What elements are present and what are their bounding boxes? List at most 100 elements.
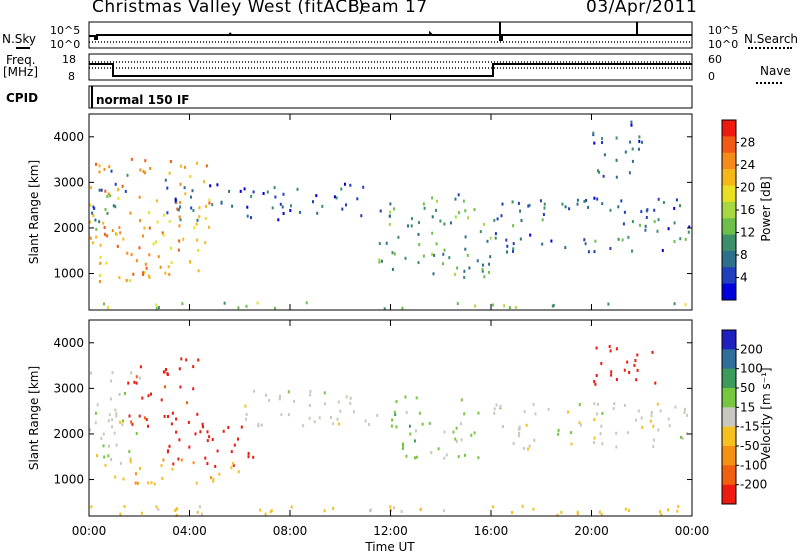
power-ytick-label: 2000 [53,221,84,235]
power-cell [640,210,643,214]
power-cell [256,301,259,305]
velocity-cell [89,428,92,432]
power-cell [528,203,531,207]
velocity-cell [612,407,615,411]
velocity-cell [179,385,182,389]
velocity-cell [214,464,217,468]
velocity-cell [609,349,612,353]
velocity-cell [578,421,581,425]
power-cell [529,233,532,237]
power-cell [148,211,151,215]
velocity-cell [168,444,171,448]
power-cell [166,211,169,215]
velocity-cell [477,456,480,460]
power-cell [542,213,545,216]
velocity-cell [408,424,411,428]
velocity-cell [501,425,504,428]
velocity-cell [527,447,529,451]
velocity-cell [130,420,133,424]
velocity-cell [164,385,166,389]
velocity-cell [600,513,603,516]
power-cell [117,188,120,192]
velocity-cell [111,418,114,422]
velocity-cell [145,418,148,422]
power-cell [99,255,102,259]
power-cell [243,187,246,191]
velocity-cell [94,421,97,425]
power-cell [609,208,612,212]
power-cell [289,209,292,212]
power-cell [98,220,101,224]
power-cell [228,189,231,193]
power-cell [279,202,282,206]
power-cell [128,279,131,283]
power-cell [157,306,160,309]
power-cell [550,239,553,243]
power-cell [89,220,91,224]
velocity-cell [600,362,603,365]
velocity-cell [114,408,117,412]
power-cell [161,231,164,235]
power-cell [422,254,425,258]
velocity-cell [309,393,312,397]
velocity-cell [370,508,372,512]
velocity-cell [147,424,149,428]
power-cell [488,262,491,266]
power-cell [170,261,173,265]
velocity-cell [150,481,153,485]
velocity-cell [624,507,627,511]
velocity-cell [287,413,290,417]
velocity-cell [90,505,93,509]
power-cell [628,171,631,175]
power-cell [106,211,109,215]
velocity-cell [674,405,677,409]
colorbar-swatch [722,218,736,236]
power-cell [442,262,444,266]
power-cell [629,140,632,144]
velocity-cell [600,424,603,428]
power-cell [514,305,517,309]
velocity-cell [245,413,248,416]
velocity-cell [593,436,596,440]
velocity-cell [102,444,105,448]
power-cell [393,207,395,211]
colorbar-swatch [722,152,736,170]
velocity-cell [233,443,236,447]
power-cell [174,200,177,204]
power-cell [583,200,586,203]
velocity-cell [244,404,247,408]
power-cell [98,280,101,283]
power-cell [189,175,192,178]
velocity-cell [352,410,355,414]
velocity-cell [230,450,233,454]
power-cell [630,123,633,127]
power-cell [607,302,610,306]
velocity-cell [593,441,596,444]
power-cell [277,218,280,222]
power-cell [340,187,343,191]
velocity-cell [232,463,235,467]
power-cell [142,170,145,173]
power-cell [168,272,171,276]
power-cell [435,242,438,246]
power-cell [250,194,253,198]
power-cell [684,303,687,307]
nave-tick-low: 0 [708,70,715,83]
power-cell [657,197,660,201]
velocity-cell [121,423,124,427]
velocity-cell [349,401,352,405]
power-cell [417,232,420,236]
colorbar-tick-label: -200 [740,478,767,492]
nsky-line [89,30,692,41]
power-cell [142,271,145,275]
velocity-cell [405,410,408,414]
power-cell [564,205,567,209]
colorbar-swatch [722,185,736,203]
power-cell [623,210,626,214]
power-cell [223,301,226,305]
velocity-cell [595,412,598,416]
power-cell [615,136,618,140]
velocity-cell [150,392,152,396]
cpid-panel [88,85,693,109]
velocity-cell [528,444,531,448]
